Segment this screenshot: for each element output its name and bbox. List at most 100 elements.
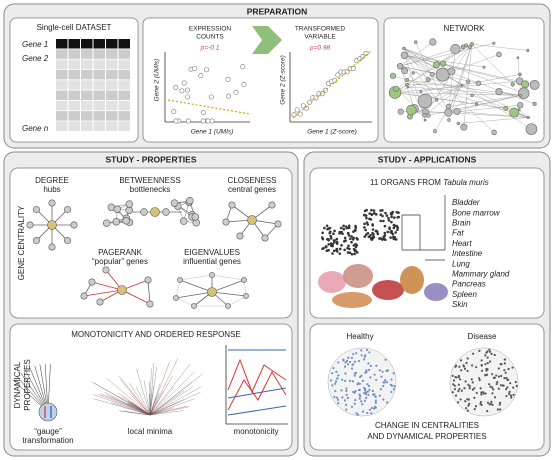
cell <box>68 80 80 90</box>
node <box>173 295 179 301</box>
measure-name: BETWEENNESS <box>119 176 180 185</box>
node <box>332 239 336 242</box>
node <box>390 390 393 394</box>
node <box>26 221 34 229</box>
side-label: GENE CENTRALITY <box>17 205 26 280</box>
node <box>179 88 185 94</box>
node <box>343 399 347 402</box>
edge <box>448 44 473 113</box>
node <box>392 372 395 375</box>
node <box>344 372 347 375</box>
edge <box>404 55 535 105</box>
node <box>394 231 397 234</box>
curve <box>227 370 287 411</box>
cell <box>118 49 130 59</box>
node <box>320 236 324 239</box>
node <box>350 252 354 256</box>
node <box>458 365 461 368</box>
caption: monotonicity <box>234 427 279 436</box>
node <box>486 361 489 365</box>
node <box>453 384 456 387</box>
node <box>382 235 386 238</box>
node <box>373 393 376 396</box>
node <box>346 251 350 254</box>
cell <box>56 80 68 90</box>
node <box>486 409 489 413</box>
node <box>345 359 349 362</box>
node <box>484 363 487 366</box>
node <box>185 94 191 100</box>
edge <box>420 84 463 92</box>
node <box>337 361 340 364</box>
node <box>122 217 130 225</box>
node <box>397 211 400 215</box>
node <box>386 401 389 404</box>
node <box>338 252 342 255</box>
node <box>495 382 498 386</box>
cell <box>93 80 105 90</box>
cell <box>93 121 105 131</box>
node <box>445 103 452 110</box>
node <box>519 94 523 97</box>
edge <box>149 383 161 416</box>
node <box>274 220 282 228</box>
edge <box>211 291 247 297</box>
node <box>374 399 377 402</box>
node <box>367 235 371 239</box>
edge <box>400 65 443 75</box>
node <box>464 400 467 403</box>
node <box>326 237 329 241</box>
cell <box>81 69 93 80</box>
node <box>366 383 369 386</box>
node <box>496 381 499 384</box>
cell <box>93 90 105 100</box>
node <box>366 231 370 235</box>
node <box>243 293 249 299</box>
edge <box>400 43 494 67</box>
node <box>500 363 503 366</box>
cell <box>68 69 80 80</box>
edge <box>149 386 202 416</box>
edge <box>91 281 123 291</box>
node <box>332 366 335 370</box>
node <box>482 391 485 394</box>
node <box>200 118 206 124</box>
edge <box>404 55 535 86</box>
cell <box>56 100 68 111</box>
node <box>335 396 339 399</box>
cell <box>106 121 118 131</box>
side-label: DYNAMICAL <box>13 361 22 408</box>
dataset-title: Single-cell DATASET <box>37 23 112 32</box>
node <box>372 235 376 239</box>
cell <box>68 39 80 49</box>
edge <box>403 48 452 72</box>
node <box>417 93 433 109</box>
node <box>173 84 179 90</box>
node <box>467 398 470 401</box>
node <box>393 385 396 388</box>
node <box>117 285 127 295</box>
node <box>396 228 399 232</box>
node <box>373 407 376 410</box>
node <box>452 383 455 386</box>
node <box>367 362 370 365</box>
node <box>511 366 514 369</box>
dynamics-box <box>9 323 293 451</box>
node <box>521 80 530 89</box>
node <box>471 364 474 367</box>
node <box>370 412 373 415</box>
node <box>361 403 364 406</box>
node <box>470 378 473 381</box>
node <box>347 356 350 359</box>
node <box>342 227 346 231</box>
node <box>371 389 374 393</box>
edge <box>106 394 151 416</box>
node <box>496 408 499 411</box>
network-disc <box>327 347 397 417</box>
node <box>386 230 390 234</box>
node <box>332 232 335 235</box>
node <box>346 396 349 400</box>
node <box>337 402 340 405</box>
edge <box>149 364 191 416</box>
node <box>371 231 374 235</box>
